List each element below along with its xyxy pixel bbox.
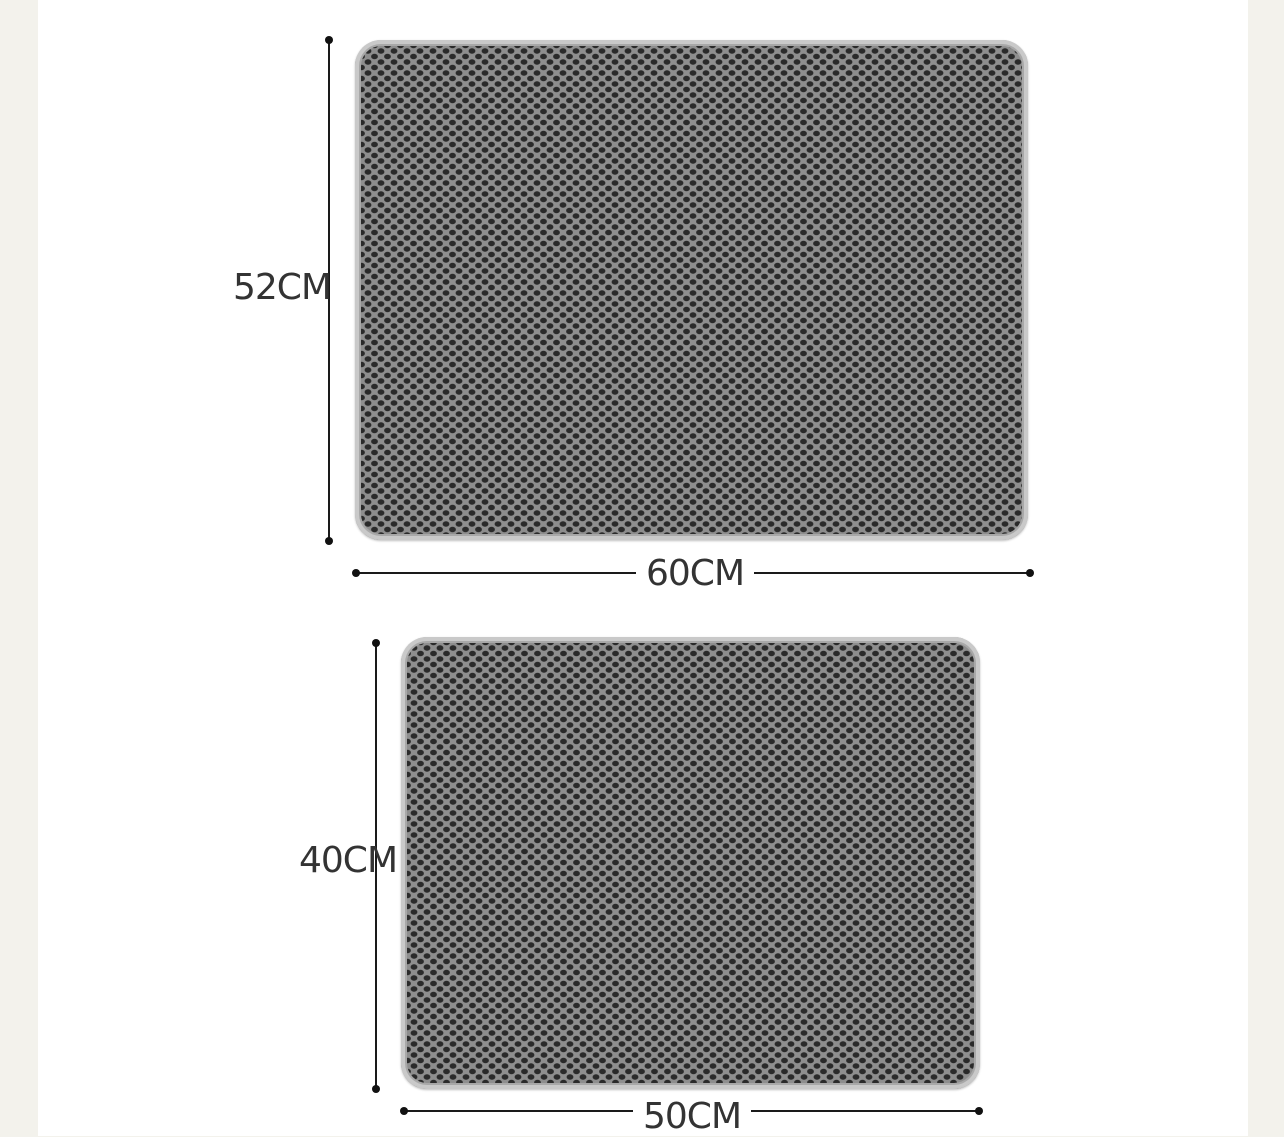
small-mat-height-bottom-endpoint (372, 1085, 380, 1093)
large-mat-width-left-endpoint (352, 569, 360, 577)
small-mat-width-label: 50CM (633, 1099, 752, 1135)
small-mat-height-top-endpoint (372, 639, 380, 647)
large-honeycomb-mat (355, 40, 1028, 540)
large-mat-width-label: 60CM (636, 556, 755, 592)
small-mat-width-right-endpoint (975, 1107, 983, 1115)
large-mat-height-line (328, 40, 330, 541)
small-mat-height-label: 40CM (299, 840, 398, 881)
large-mat-height-top-endpoint (325, 36, 333, 44)
small-mat-width-left-endpoint (400, 1107, 408, 1115)
large-mat-height-bottom-endpoint (325, 537, 333, 545)
small-mat-height-line (375, 643, 377, 1089)
large-mat-height-label: 52CM (233, 267, 332, 308)
small-honeycomb-mat (401, 637, 980, 1089)
large-mat-width-right-endpoint (1026, 569, 1034, 577)
